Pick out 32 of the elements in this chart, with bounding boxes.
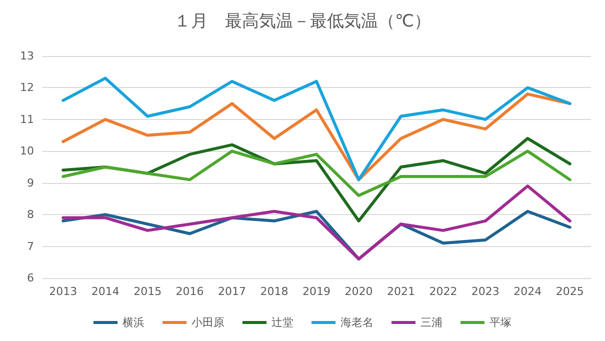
y-tick-label: 7 xyxy=(27,240,34,253)
line-series xyxy=(62,76,572,182)
x-tick-label: 2017 xyxy=(218,285,246,298)
x-tick-label: 2025 xyxy=(556,285,584,298)
x-tick-label: 2020 xyxy=(344,285,373,298)
x-tick-label: 2022 xyxy=(429,285,458,298)
x-tick-label: 2018 xyxy=(260,285,288,298)
x-tick-label: 2019 xyxy=(302,285,330,298)
legend-label: 平塚 xyxy=(490,316,512,329)
y-tick-label: 9 xyxy=(27,176,34,190)
legend-label: 海老名 xyxy=(340,316,374,329)
y-tick-label: 12 xyxy=(20,81,34,94)
legend-label: 小田原 xyxy=(192,316,224,329)
y-tick-label: 10 xyxy=(20,144,34,158)
line-series xyxy=(62,150,572,198)
x-tick-label: 2015 xyxy=(134,285,162,298)
x-tick-label: 2016 xyxy=(176,285,204,298)
chart-title: １月 最高気温－最低気温（℃） xyxy=(174,12,432,32)
x-tick-label: 2023 xyxy=(471,285,500,298)
legend-label: 横浜 xyxy=(122,316,144,329)
y-tick-label: 11 xyxy=(20,112,34,126)
line-series xyxy=(62,184,572,260)
legend-label: 三浦 xyxy=(420,316,442,329)
y-tick-label: 13 xyxy=(20,50,34,62)
x-tick-label: 2024 xyxy=(514,285,542,298)
legend-label: 辻堂 xyxy=(272,316,294,329)
line-series xyxy=(62,92,572,182)
x-tick-label: 2021 xyxy=(386,285,415,298)
x-tick-label: 2013 xyxy=(49,285,78,298)
y-tick-label: 8 xyxy=(27,208,34,222)
x-tick-label: 2014 xyxy=(91,285,120,298)
y-tick-label: 6 xyxy=(27,272,34,284)
